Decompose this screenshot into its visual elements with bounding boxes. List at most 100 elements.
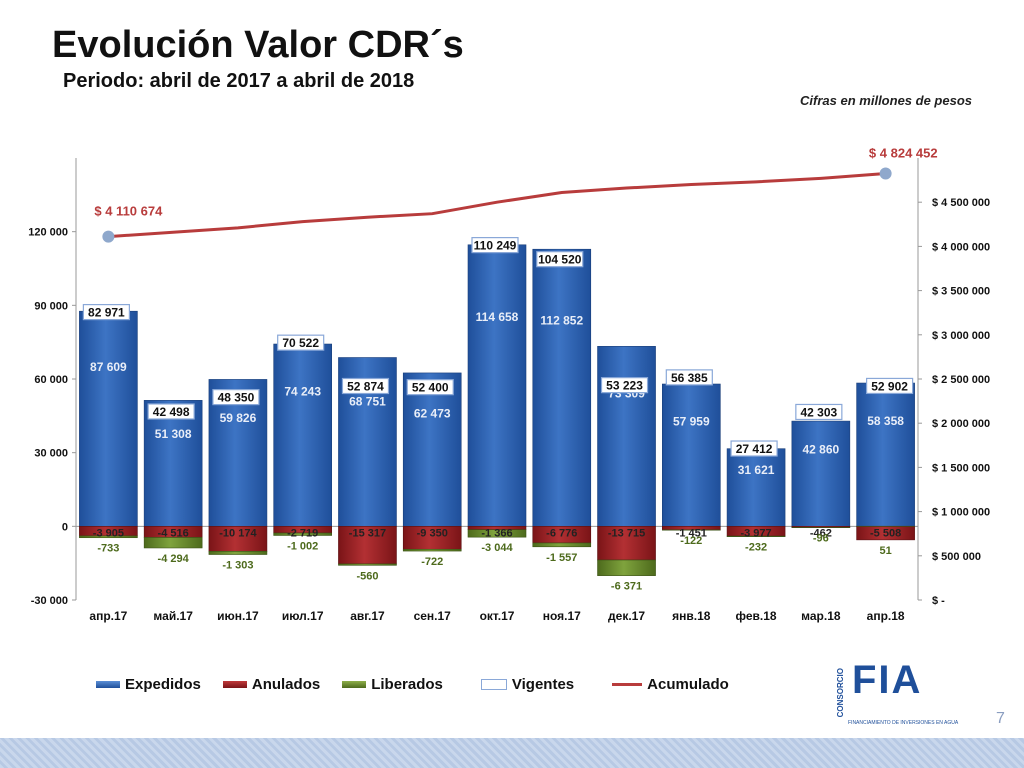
y2-tick-label: $ 4 000 000 — [932, 241, 990, 253]
label-expedidos: 42 860 — [802, 442, 839, 456]
label-anulados: -1 366 — [481, 527, 512, 539]
legend-item-liberados: Liberados — [342, 676, 443, 693]
label-expedidos: 62 473 — [414, 406, 451, 420]
logo-side-text: CONSORCIO — [836, 668, 845, 718]
bar-anulados — [208, 526, 268, 552]
label-expedidos: 74 243 — [284, 385, 321, 399]
y2-tick-label: $ 3 500 000 — [932, 286, 990, 298]
label-expedidos: 87 609 — [90, 360, 127, 374]
label-liberados: -96 — [813, 533, 829, 545]
bar-expedidos — [532, 248, 592, 527]
vigentes-box — [665, 369, 713, 386]
label-liberados: -4 294 — [158, 553, 190, 565]
logo-tagline: FINANCIAMIENTO DE INVERSIONES EN AGUA — [848, 720, 959, 726]
acumulado-start-marker — [102, 230, 115, 243]
x-tick-label: мар.18 — [801, 609, 841, 623]
y2-tick-label: $ 1 000 000 — [932, 507, 990, 519]
logo-brand-text: FIA — [852, 658, 923, 702]
label-anulados: -9 350 — [417, 527, 448, 539]
legend-swatch-anulados — [222, 681, 247, 688]
legend-label-anulados: Anulados — [251, 676, 321, 693]
legend-item-expedidos: Expedidos — [96, 676, 201, 693]
vigentes-box — [341, 377, 390, 395]
label-anulados: -6 776 — [546, 527, 577, 539]
label-vigentes: 52 874 — [347, 379, 384, 393]
bar-liberados — [467, 529, 527, 538]
bar-expedidos — [791, 420, 851, 527]
label-vigentes: 110 249 — [474, 239, 517, 253]
label-vigentes: 56 385 — [671, 371, 708, 385]
label-liberados: -1 002 — [287, 540, 318, 552]
legend-swatch-vigentes — [480, 679, 507, 690]
label-anulados: -2 719 — [287, 527, 318, 539]
bar-expedidos — [402, 372, 462, 527]
label-vigentes: 82 971 — [88, 306, 125, 320]
vigentes-box — [866, 377, 914, 395]
label-vigentes: 52 400 — [412, 381, 449, 395]
chart-legend: Expedidos Anulados Liberados Vigentes Ac… — [96, 676, 751, 693]
vigentes-box — [147, 403, 195, 420]
bar-expedidos — [856, 382, 915, 527]
vigentes-box — [795, 403, 843, 421]
legend-label-acumulado: Acumulado — [647, 676, 729, 693]
label-liberados: -722 — [421, 556, 443, 568]
label-anulados: -3 905 — [93, 527, 124, 539]
bar-expedidos — [143, 400, 203, 527]
vigentes-box — [82, 303, 130, 321]
page-subtitle: Periodo: abril de 2017 a abril de 2018 — [63, 70, 415, 92]
bar-expedidos — [79, 310, 138, 527]
bar-liberados — [79, 535, 138, 539]
label-vigentes: 104 520 — [538, 253, 582, 267]
x-tick-label: май.17 — [153, 609, 193, 623]
label-liberados: -232 — [745, 542, 767, 554]
label-expedidos: 58 358 — [867, 414, 904, 428]
legend-item-vigentes: Vigentes — [480, 676, 574, 693]
units-note: Cifras en millones de pesos — [800, 93, 972, 108]
y2-tick-label: $ 2 000 000 — [932, 418, 990, 430]
vigentes-box — [212, 389, 260, 406]
label-vigentes: 27 412 — [736, 442, 773, 456]
label-expedidos: 112 852 — [540, 313, 583, 327]
label-anulados: -1 451 — [676, 527, 707, 539]
y2-tick-label: $ 4 500 000 — [932, 197, 990, 209]
fia-logo: CONSORCIO FIA FINANCIAMIENTO DE INVERSIO… — [836, 658, 966, 734]
label-vigentes: 70 522 — [282, 336, 319, 350]
label-liberados: -6 371 — [611, 581, 642, 593]
label-anulados: -4 516 — [158, 527, 189, 539]
legend-swatch-expedidos — [96, 681, 120, 688]
bar-liberados — [726, 535, 786, 537]
label-anulados: -3 977 — [740, 527, 771, 539]
y-tick-label: -30 000 — [31, 595, 68, 607]
label-liberados: -733 — [97, 543, 119, 555]
label-anulados: -15 317 — [349, 527, 386, 539]
y2-tick-label: $ - — [932, 595, 945, 607]
x-tick-label: сен.17 — [414, 609, 452, 623]
label-liberados: -122 — [680, 535, 702, 547]
bar-liberados — [208, 551, 268, 555]
label-expedidos: 31 621 — [738, 463, 775, 477]
y2-tick-label: $ 3 000 000 — [932, 330, 990, 342]
x-tick-label: апр.17 — [89, 609, 127, 623]
bar-anulados — [338, 526, 397, 565]
x-tick-label: июл.17 — [282, 609, 324, 623]
label-anulados: -10 174 — [219, 527, 257, 539]
legend-item-acumulado: Acumulado — [612, 676, 729, 693]
label-vigentes: 52 902 — [871, 379, 908, 393]
vigentes-box — [600, 377, 649, 394]
label-vigentes: 42 498 — [153, 405, 190, 419]
x-tick-label: фев.18 — [736, 609, 777, 623]
bar-expedidos — [467, 244, 527, 527]
y2-tick-label: $ 2 500 000 — [932, 374, 990, 386]
label-expedidos: 59 826 — [220, 411, 257, 425]
label-anulados: -462 — [810, 527, 832, 539]
label-vigentes: 48 350 — [218, 391, 255, 405]
label-anulados: -13 715 — [608, 527, 645, 539]
label-vigentes: 42 303 — [800, 405, 837, 419]
vigentes-box — [406, 379, 454, 396]
acumulado-start-label: $ 4 110 674 — [94, 204, 163, 219]
vigentes-box — [730, 440, 778, 457]
bar-expedidos — [273, 343, 332, 527]
label-expedidos: 68 751 — [349, 395, 386, 409]
label-vigentes: 53 223 — [606, 379, 643, 393]
legend-label-expedidos: Expedidos — [125, 676, 201, 693]
